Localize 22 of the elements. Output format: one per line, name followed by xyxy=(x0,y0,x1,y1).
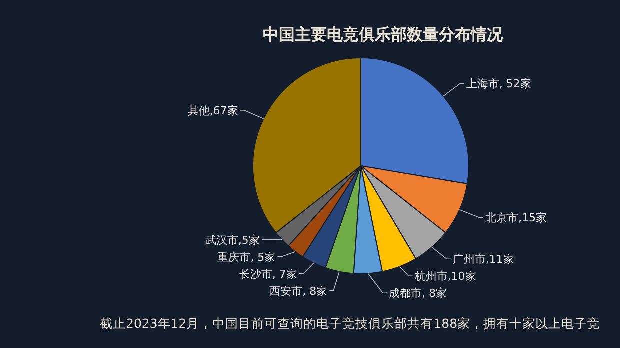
slice-label: 北京市 xyxy=(485,212,518,225)
text: 截止2023年12月，中国目前可查询的电子竞技俱乐部共有188家，拥有十家以上电子竞 xyxy=(100,316,601,331)
slice-label: 其他 xyxy=(188,104,210,118)
slice-label: 杭州市 xyxy=(414,270,448,284)
slice-label: 广州市 xyxy=(452,253,486,266)
slice-label: 西安市 xyxy=(270,284,303,298)
slice-label: 上海市 xyxy=(466,78,500,91)
slice-label: 成都市 xyxy=(389,287,422,300)
slice-label: 长沙市 xyxy=(239,268,272,281)
chart-title: 中国主要电竞俱乐部数量分布情况 xyxy=(263,25,504,44)
data-label: ,5家 xyxy=(238,234,260,247)
data-label: , 8家 xyxy=(302,284,328,298)
data-label: , 8家 xyxy=(422,287,447,300)
data-label: ,15家 xyxy=(518,212,547,225)
data-label: ,10家 xyxy=(448,270,476,284)
data-label: , 52家 xyxy=(499,78,532,91)
data-label: , 5家 xyxy=(250,250,276,264)
slice-label: 武汉市 xyxy=(205,234,238,247)
data-label: ,67家 xyxy=(210,104,238,118)
data-label: , 7家 xyxy=(272,268,298,281)
data-label: ,11家 xyxy=(486,253,514,266)
slice-label: 重庆市 xyxy=(218,250,251,264)
